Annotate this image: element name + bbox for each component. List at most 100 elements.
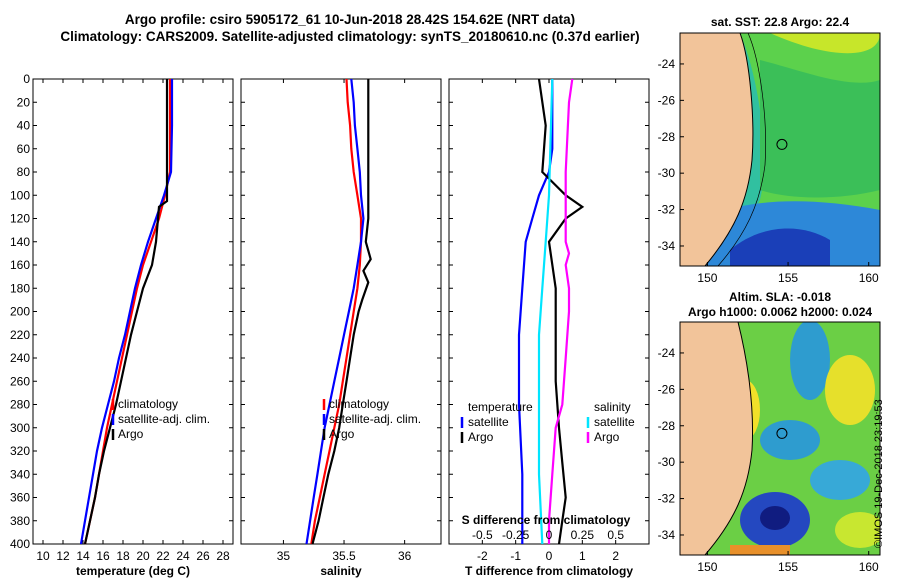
panel-salinity: 35 35.5 36 salinity climatologysatellite-adj… — [240, 78, 442, 578]
sst-map: sat. SST: 22.8 Argo: 22.4 150 155 160 -24 -2… — [658, 15, 881, 285]
y-tick-label: 360 — [10, 491, 30, 505]
x-tick-label: -2 — [477, 549, 488, 563]
panel-temperature: 0 20 40 60 80 100 120 140 160 180 200 220 240 260 280 3… — [10, 72, 234, 578]
panel-difference: -2 -1 0 1 2T difference from climatology temp… — [448, 78, 650, 578]
series-line-satellite-adj-clim- — [79, 79, 174, 545]
y-tick-label: 300 — [10, 421, 30, 435]
series-line-argo — [311, 79, 372, 545]
y-tick-label: 0 — [23, 72, 30, 86]
legend-title-temperature: temperature — [468, 400, 533, 414]
sst-argo-marker — [776, 138, 788, 150]
y-tick-label: 20 — [17, 95, 31, 109]
map-y-tick-label: -34 — [658, 528, 676, 542]
map-y-tick-label: -28 — [658, 130, 676, 144]
map-y-tick-label: -30 — [658, 455, 676, 469]
x-axis-label: salinity — [320, 564, 362, 578]
map-x-tick-label: 150 — [697, 271, 717, 285]
legend-label: climatology — [329, 397, 389, 411]
map-y-tick-label: -28 — [658, 419, 676, 433]
x-tick-label: 14 — [76, 549, 90, 563]
map-y-tick-label: -34 — [658, 239, 676, 253]
x-tick-label: 10 — [36, 549, 50, 563]
map-y-tick-label: -24 — [658, 57, 676, 71]
x-tick-label: 35.5 — [332, 549, 356, 563]
secondary-tick-label: -0.5 — [472, 528, 493, 542]
map-y-tick-label: -26 — [658, 382, 676, 396]
secondary-tick-label: -0.25 — [502, 528, 530, 542]
y-tick-label: 280 — [10, 398, 30, 412]
x-axis-label: T difference from climatology — [465, 564, 633, 578]
map-y-tick-label: -26 — [658, 93, 676, 107]
secondary-tick-label: 0.25 — [571, 528, 595, 542]
x-tick-label: 18 — [116, 549, 130, 563]
x-tick-label: 36 — [398, 549, 412, 563]
series-line-argo — [83, 79, 169, 545]
legend-label: satellite — [594, 415, 635, 429]
x-tick-label: 22 — [156, 549, 170, 563]
legend-label: satellite-adj. clim. — [118, 412, 210, 426]
x-tick-label: 12 — [56, 549, 70, 563]
x-tick-label: 0 — [546, 549, 553, 563]
legend-label: Argo — [468, 430, 494, 444]
y-tick-label: 100 — [10, 188, 30, 202]
legend-title-salinity: salinity — [594, 400, 631, 414]
secondary-axis-label: S difference from climatology — [462, 513, 631, 527]
x-tick-label: 2 — [612, 549, 619, 563]
map-x-tick-label: 160 — [859, 271, 879, 285]
sla-map: Altim. SLA: -0.018 Argo h1000: 0.0062 h2… — [658, 290, 881, 574]
y-tick-label: 120 — [10, 212, 30, 226]
map-y-tick-label: -24 — [658, 346, 676, 360]
legend-label: satellite-adj. clim. — [329, 412, 421, 426]
map-x-tick-label: 160 — [859, 560, 879, 574]
map-y-tick-label: -32 — [658, 203, 676, 217]
x-tick-label: 24 — [176, 549, 190, 563]
y-tick-label: 200 — [10, 305, 30, 319]
sla-map-title: Altim. SLA: -0.018 — [729, 290, 831, 304]
x-tick-label: 16 — [96, 549, 110, 563]
map-y-tick-label: -30 — [658, 166, 676, 180]
x-tick-label: 35 — [277, 549, 291, 563]
y-tick-label: 60 — [17, 142, 31, 156]
y-tick-label: 320 — [10, 444, 30, 458]
y-tick-label: 140 — [10, 235, 30, 249]
y-tick-label: 260 — [10, 374, 30, 388]
watermark: ©IMOS 19-Dec-2018 23:19:53 — [873, 399, 885, 548]
series-line-salinity-satellite — [537, 78, 554, 545]
y-tick-label: 160 — [10, 258, 30, 272]
y-tick-label: 340 — [10, 467, 30, 481]
series-line-satellite-adj-clim- — [305, 78, 365, 545]
plot-frame — [448, 78, 650, 545]
y-tick-label: 80 — [17, 165, 31, 179]
sla-map-subtitle: Argo h1000: 0.0062 h2000: 0.024 — [688, 305, 872, 319]
x-tick-label: 1 — [579, 549, 586, 563]
y-tick-label: 400 — [10, 537, 30, 551]
y-tick-label: 40 — [17, 119, 31, 133]
series-line-salinity-argo — [547, 78, 574, 544]
x-tick-label: 28 — [216, 549, 230, 563]
series-line-climatology — [310, 78, 363, 545]
sst-map-title: sat. SST: 22.8 Argo: 22.4 — [711, 15, 850, 29]
x-axis-label: temperature (deg C) — [76, 564, 190, 578]
map-x-tick-label: 155 — [778, 271, 798, 285]
secondary-tick-label: 0.5 — [607, 528, 624, 542]
y-tick-label: 220 — [10, 328, 30, 342]
legend-label: satellite — [468, 415, 509, 429]
y-tick-label: 180 — [10, 281, 30, 295]
legend-label: climatology — [118, 397, 178, 411]
map-x-tick-label: 150 — [697, 560, 717, 574]
plot-frame — [240, 78, 442, 545]
chart-title-line1: Argo profile: csiro 5905172_61 10-Jun-20… — [124, 12, 576, 27]
y-tick-label: 240 — [10, 351, 30, 365]
legend-label: Argo — [594, 430, 620, 444]
secondary-tick-label: 0 — [546, 528, 553, 542]
chart-title-line2: Climatology: CARS2009. Satellite-adjuste… — [60, 29, 640, 44]
legend-label: Argo — [329, 427, 355, 441]
y-tick-label: 380 — [10, 514, 30, 528]
x-tick-label: 26 — [196, 549, 210, 563]
x-tick-label: 20 — [136, 549, 150, 563]
legend-label: Argo — [118, 427, 144, 441]
map-y-tick-label: -32 — [658, 492, 676, 506]
map-x-tick-label: 155 — [778, 560, 798, 574]
x-tick-label: -1 — [510, 549, 521, 563]
